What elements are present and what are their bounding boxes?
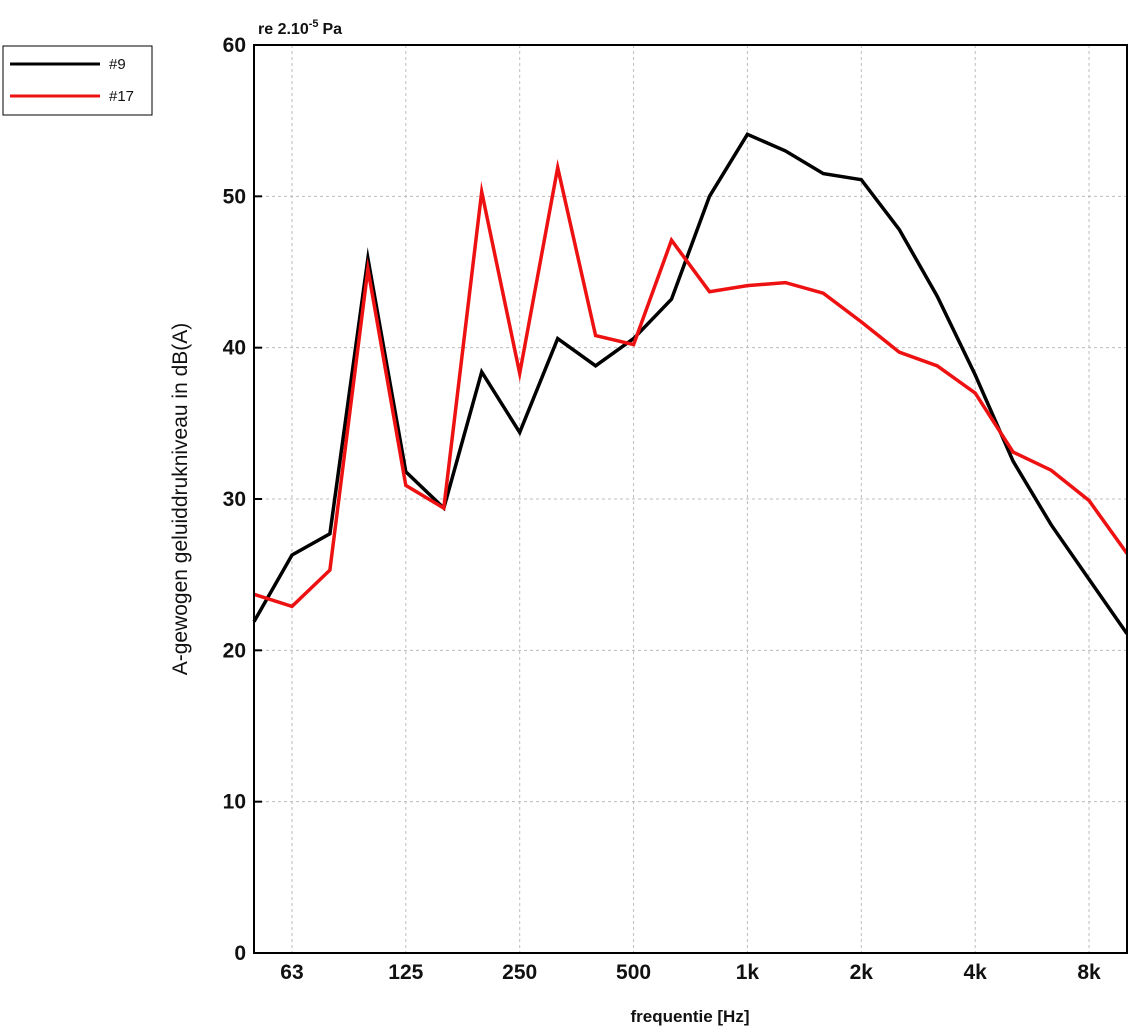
x-axis-ticks: 63 125 250 500 1k 2k 4k 8k xyxy=(280,961,1101,984)
reference-pressure-label: re 2.10-5 Pa xyxy=(258,18,342,38)
x-tick-label: 4k xyxy=(963,961,987,984)
y-tick-label: 30 xyxy=(223,488,246,511)
legend-label-series-2: #17 xyxy=(109,88,134,105)
legend: #9 #17 xyxy=(2,45,153,116)
plot-frame xyxy=(253,44,1128,954)
y-tick-label: 20 xyxy=(223,639,246,662)
x-tick-label: 2k xyxy=(850,961,874,984)
legend-label-series-1: #9 xyxy=(109,56,126,73)
y-tick-label: 50 xyxy=(223,185,246,208)
x-tick-label: 8k xyxy=(1077,961,1101,984)
x-tick-label: 125 xyxy=(388,961,423,984)
x-tick-label: 63 xyxy=(280,961,303,984)
x-axis-title: frequentie [Hz] xyxy=(631,1007,750,1026)
y-axis-ticks: 0 10 20 30 40 50 60 xyxy=(223,34,262,965)
series-line-1 xyxy=(252,132,1128,635)
y-tick-label: 10 xyxy=(223,791,246,814)
y-axis-title: A-gewogen geluiddrukniveau in dB(A) xyxy=(169,323,192,676)
grid xyxy=(254,45,1127,953)
x-tick-label: 250 xyxy=(502,961,537,984)
y-tick-label: 40 xyxy=(223,337,246,360)
x-tick-label: 1k xyxy=(736,961,760,984)
y-tick-label: 0 xyxy=(234,942,246,965)
x-tick-label: 500 xyxy=(616,961,651,984)
y-tick-label: 60 xyxy=(223,34,246,57)
series-line-2 xyxy=(253,158,1128,609)
legend-box xyxy=(2,45,153,116)
series-lines xyxy=(252,132,1128,635)
